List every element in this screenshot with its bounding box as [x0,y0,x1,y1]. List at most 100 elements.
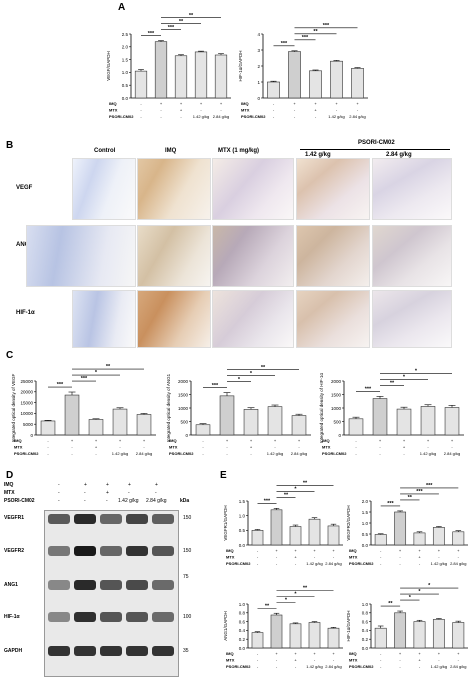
wb-band [74,612,96,622]
bar [351,68,364,99]
bar [308,518,321,546]
y-tick-label: 2.5 [122,32,129,37]
treatment-sign: - [314,658,316,663]
treatment-sign: - [333,658,335,663]
treatment-sign: + [250,438,253,443]
treatment-sign: - [202,445,204,450]
wb-imq-3: + [128,482,131,488]
treatment-sign: - [200,108,202,113]
wb-band [74,514,96,524]
treatment-sign: - [160,114,162,119]
treatment-sign: 2.84 g/kg [136,451,152,456]
treatment-sign: - [220,108,222,113]
treatment-sign: + [379,438,382,443]
treatment-sign: - [274,445,276,450]
y-axis-label: HIF-1α/GAPDH [346,610,351,641]
bar [444,407,460,436]
y-tick-label: 0.8 [239,611,246,616]
treatment-sign: - [419,561,421,566]
sig-label: ** [313,29,318,35]
sig-label: ** [106,364,111,370]
treatment-row-label: IMQ [226,548,234,553]
wb-kda-label: kDa [180,498,190,504]
y-tick-label: 0.0 [239,543,246,548]
treatment-sign: - [399,561,401,566]
wb-imq-1: + [84,482,87,488]
micrograph-ang1-142 [296,225,370,287]
wb-psori-3: 1.42 g/kg [118,498,139,504]
treatment-sign: 2.84 g/kg [325,561,341,566]
wb-band [74,580,96,590]
treatment-row-label: MTX [226,658,235,663]
treatment-sign: - [47,451,49,456]
treatment-sign: - [295,664,297,669]
wb-kda-vegfr2: 150 [183,548,192,554]
bar [154,41,168,99]
y-tick-label: 1.5 [362,510,369,515]
y-tick-label: 10000 [20,411,33,416]
treatment-sign: - [273,114,275,119]
sig-label: *** [57,382,64,388]
wb-psori-2: - [106,498,108,504]
treatment-row-label: MTX [14,445,23,450]
sig-label: *** [302,35,309,41]
wb-kda-vegfr1: 150 [183,515,192,521]
treatment-sign: - [140,101,142,106]
treatment-sign: + [275,548,278,553]
y-tick-label: 0.5 [239,528,246,533]
y-axis-label: HIF-1α/GAPDH [238,50,243,81]
sig-label: * [250,371,253,377]
y-tick-label: 0.8 [362,611,369,616]
bar [195,424,211,436]
treatment-sign: - [355,438,357,443]
wb-band [152,514,174,524]
sig-label: * [238,377,241,383]
y-tick-label: 0.0 [362,543,369,548]
wb-band [126,580,148,590]
micrograph-ang1-imq [137,225,211,287]
wb-band [48,546,70,556]
treatment-sign: - [47,445,49,450]
sig-label: * [403,375,406,381]
treatment-sign: - [71,451,73,456]
bar [432,527,445,546]
treatment-sign: - [257,561,259,566]
wb-band [126,646,148,656]
y-tick-label: 0.4 [239,628,246,633]
sig-label: ** [261,365,266,371]
treatment-sign: - [336,108,338,113]
treatment-row-label: IMQ [14,438,22,443]
bar [330,60,343,99]
sig-label: *** [323,23,330,29]
treatment-row-label: IMQ [349,548,357,553]
treatment-sign: + [226,438,229,443]
bar [243,409,259,436]
wb-band [74,546,96,556]
bar [251,632,264,649]
wb-band [48,514,70,524]
y-tick-label: 25000 [20,379,33,384]
wb-band [152,646,174,656]
treatment-row-label: PSORI-CM02 [14,451,39,456]
wb-band [48,580,70,590]
wb-kda-ang1: 75 [183,574,189,580]
sig-label: ** [303,585,308,591]
micrograph-ang1-mtx [212,225,294,287]
treatment-sign: + [313,651,316,656]
col-header-psori: PSORI-CM02 [358,140,395,146]
treatment-sign: - [380,664,382,669]
row-label-ang1: ANG1 [16,242,33,248]
y-tick-label: 500 [333,419,341,424]
wb-psori-4: 2.84 g/kg [146,498,167,504]
treatment-row-label: MTX [226,555,235,560]
treatment-sign: + [418,555,421,560]
treatment-sign: + [200,101,203,106]
wb-row-label-imq: IMQ [4,482,14,488]
bar [288,51,301,99]
col-header-mtx: MTX (1 mg/kg) [218,148,260,154]
bar [327,525,340,546]
bar [452,531,465,546]
wb-band [100,612,122,622]
